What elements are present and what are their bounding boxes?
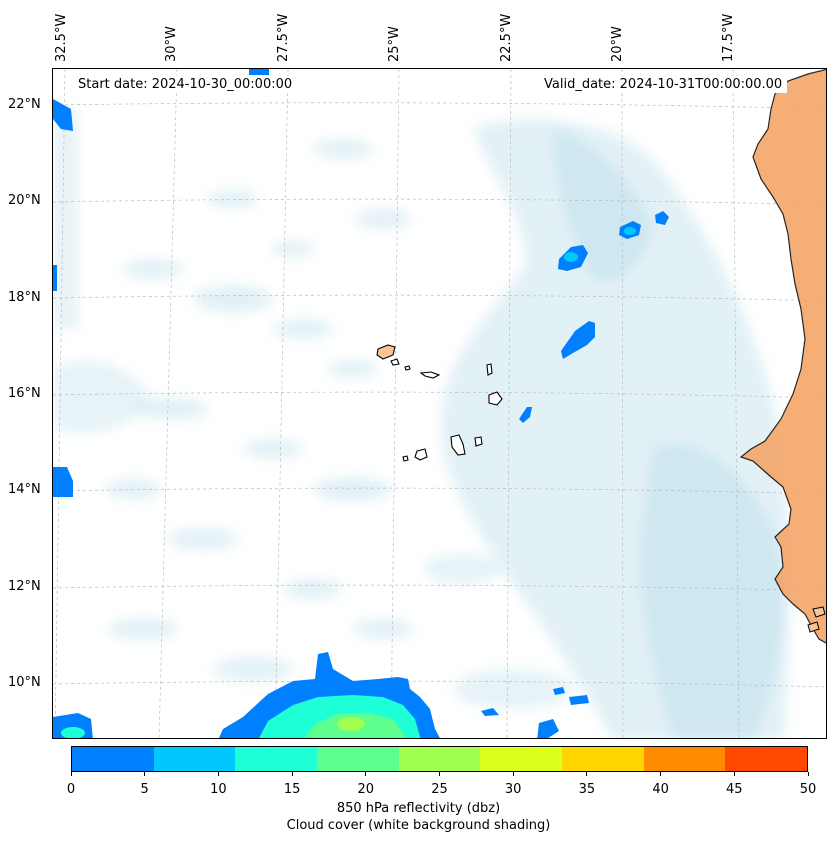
colorbar-tick-mark: [512, 772, 514, 776]
cape-verde-islands: [376, 344, 503, 462]
reflectivity-west-edge-3: [53, 265, 57, 291]
colorbar-tick-label: 50: [799, 782, 817, 797]
colorbar-tick-label: 20: [357, 782, 375, 797]
cloud-cover-layer: [53, 109, 790, 738]
colorbar-tick-mark: [70, 772, 72, 776]
lon-tick-32-5w: 32.5°W: [54, 13, 69, 62]
colorbar-tick-mark: [365, 772, 367, 776]
reflectivity-south-small-4: [569, 695, 589, 705]
island-sao-nicolau: [419, 371, 441, 379]
lon-tick-17-5w: 17.5°W: [721, 13, 736, 62]
colorbar-title: 850 hPa reflectivity (dbz): [336, 801, 501, 816]
colorbar-segment: [153, 747, 236, 771]
reflectivity-small-cell: [519, 407, 532, 423]
reflectivity-southwest-core: [61, 727, 85, 738]
reflectivity-layer: [53, 69, 669, 738]
colorbar-segment: [72, 747, 154, 771]
colorbar-segment: [562, 747, 644, 771]
reflectivity-south-band-peak: [337, 717, 365, 731]
island-maio: [474, 436, 483, 447]
colorbar-tick-mark: [586, 772, 588, 776]
colorbar-tick-label: 40: [652, 782, 669, 797]
colorbar-tick-mark: [660, 772, 662, 776]
colorbar-subtitle: Cloud cover (white background shading): [286, 818, 551, 833]
island-fogo: [414, 448, 428, 461]
colorbar-segment: [643, 747, 726, 771]
island-sao-vicente: [390, 358, 400, 366]
reflectivity-south-small-2: [537, 719, 559, 738]
colorbar-tick-label: 10: [210, 782, 227, 797]
colorbar-tick-label: 0: [66, 782, 76, 797]
colorbar-segment: [480, 747, 563, 771]
reflectivity-west-edge-1: [53, 467, 73, 497]
lat-tick-12n: 12°N: [8, 579, 41, 594]
lat-tick-14n: 14°N: [8, 482, 41, 497]
graticule: [53, 69, 826, 738]
reflectivity-top: [249, 69, 269, 75]
colorbar-tick-mark: [439, 772, 440, 776]
island-sal: [486, 363, 493, 376]
colorbar-segment: [725, 747, 808, 771]
colorbar-segment: [235, 747, 318, 771]
lat-tick-10n: 10°N: [8, 675, 41, 690]
colorbar-tick-label: 35: [578, 782, 596, 797]
colorbar-segment: [317, 747, 399, 771]
colorbar-tick-mark: [217, 772, 219, 776]
lon-tick-25w: 25°W: [387, 26, 402, 62]
colorbar-tick-mark: [807, 772, 809, 776]
colorbar-tick-label: 30: [504, 782, 522, 797]
reflectivity-west-edge-2: [53, 99, 73, 131]
lon-tick-22-5w: 22.5°W: [499, 13, 514, 62]
colorbar-tick-label: 25: [431, 782, 448, 797]
colorbar-tick-label: 5: [140, 782, 149, 797]
african-coast: [739, 69, 826, 644]
colorbar-segment: [398, 747, 481, 771]
map-panel: [52, 68, 827, 739]
colorbar-tick-mark: [144, 772, 146, 776]
bijagos-islands: [807, 606, 826, 633]
reflectivity-north-cell-2-core: [624, 227, 636, 235]
island-brava: [402, 455, 409, 462]
lon-tick-20w: 20°W: [610, 26, 625, 62]
reflectivity-north-cell-3: [655, 211, 669, 225]
island-boa-vista: [488, 391, 503, 406]
colorbar-tick-label: 15: [283, 782, 301, 797]
lat-tick-18n: 18°N: [8, 290, 41, 305]
colorbar-tick-mark: [733, 772, 735, 776]
reflectivity-south-small-3: [553, 687, 565, 695]
valid-date-label: Valid_date: 2024-10-31T00:00:00.00: [539, 76, 788, 93]
lon-tick-27-5w: 27.5°W: [276, 13, 291, 62]
lat-tick-22n: 22°N: [8, 97, 41, 112]
reflectivity-mid-cell: [561, 321, 595, 359]
colorbar-tick-mark: [291, 772, 293, 776]
island-santo-antao: [376, 344, 396, 360]
start-date-label: Start date: 2024-10-30_00:00:00: [73, 76, 298, 93]
reflectivity-north-cell-1-core: [564, 252, 578, 262]
reflectivity-south-small-1: [481, 708, 499, 716]
reflectivity-colorbar: [71, 746, 808, 772]
island-santiago: [450, 434, 466, 456]
colorbar-tick-label: 45: [726, 782, 743, 797]
map-canvas: [53, 69, 826, 738]
island-santa-luzia: [404, 365, 411, 371]
lat-tick-16n: 16°N: [8, 386, 41, 401]
lat-tick-20n: 20°N: [8, 193, 41, 208]
lon-tick-30w: 30°W: [164, 26, 179, 62]
